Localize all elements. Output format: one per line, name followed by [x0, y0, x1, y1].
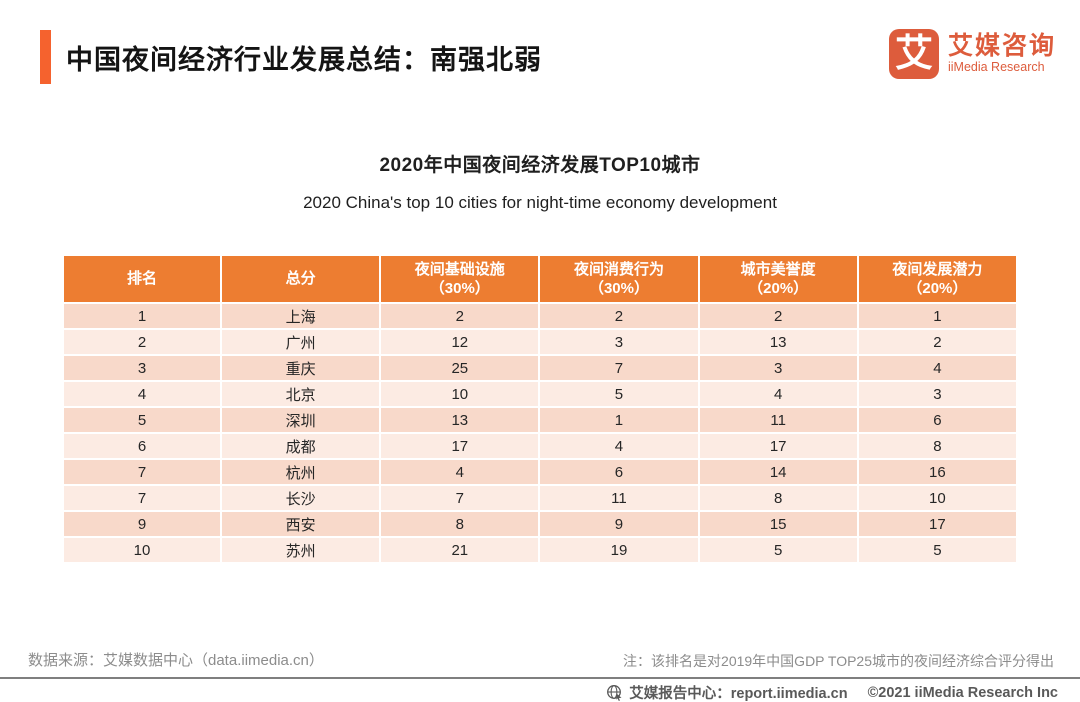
table-cell: 10 [381, 382, 539, 406]
table-cell: 12 [381, 330, 539, 354]
table-cell: 16 [858, 460, 1016, 484]
table-cell: 13 [381, 408, 539, 432]
table-row: 6 成都 17 4 17 8 [64, 434, 1016, 458]
column-header: 夜间发展潜力 （20%） [858, 256, 1016, 302]
table-cell: 5 [858, 538, 1016, 562]
table-cell: 1 [540, 408, 698, 432]
table-cell: 17 [858, 512, 1016, 536]
table-row: 9 西安 8 9 15 17 [64, 512, 1016, 536]
table-cell: 苏州 [222, 538, 380, 562]
table-cell: 17 [381, 434, 539, 458]
table-row: 7 长沙 7 11 8 10 [64, 486, 1016, 510]
table-cell: 3 [64, 356, 220, 380]
table-row: 1 上海 2 2 2 1 [64, 304, 1016, 328]
table-row: 5 深圳 13 1 11 6 [64, 408, 1016, 432]
table-cell: 3 [858, 382, 1016, 406]
globe-icon [606, 684, 623, 701]
table-row: 7 杭州 4 6 14 16 [64, 460, 1016, 484]
table-cell: 10 [64, 538, 220, 562]
table-cell: 重庆 [222, 356, 380, 380]
ranking-method-note: 注：该排名是对2019年中国GDP TOP25城市的夜间经济综合评分得出 [623, 653, 1054, 669]
table-cell: 11 [540, 486, 698, 510]
table-cell: 17 [699, 434, 857, 458]
copyright-text: ©2021 iiMedia Research Inc [867, 684, 1058, 701]
table-cell: 15 [699, 512, 857, 536]
table-cell: 4 [381, 460, 539, 484]
ranking-table: 排名 总分 夜间基础设施 （30%） 夜间消费行为 （30%） 城市美誉度 （20%） 夜间发展… [62, 254, 1018, 564]
table-cell: 6 [858, 408, 1016, 432]
slide-header: 中国夜间经济行业发展总结：南强北弱 [40, 30, 542, 84]
logo-text: 艾媒咨询 iiMedia Research [947, 31, 1056, 76]
iimedia-logo-icon: 艾 [888, 29, 939, 79]
table-cell: 7 [64, 486, 220, 510]
table-cell: 长沙 [222, 486, 380, 510]
footer-divider [0, 677, 1080, 679]
table-row: 10 苏州 21 19 5 5 [64, 538, 1016, 562]
table-row: 3 重庆 25 7 3 4 [64, 356, 1016, 380]
table-cell: 6 [540, 460, 698, 484]
table-cell: 5 [699, 538, 857, 562]
table-cell: 19 [540, 538, 698, 562]
table-cell: 4 [64, 382, 220, 406]
iimedia-logo: 艾 艾媒咨询 iiMedia Research [888, 29, 1056, 79]
column-header: 夜间消费行为 （30%） [540, 256, 698, 302]
table-cell: 4 [699, 382, 857, 406]
report-center-text: 艾媒报告中心：report.iimedia.cn [629, 686, 848, 702]
table-cell: 2 [858, 330, 1016, 354]
table-cell: 6 [64, 434, 220, 458]
table-cell: 北京 [222, 382, 380, 406]
table-cell: 1 [64, 304, 220, 328]
table-cell: 7 [540, 356, 698, 380]
table-cell: 4 [540, 434, 698, 458]
table-cell: 25 [381, 356, 539, 380]
column-header: 城市美誉度 （20%） [699, 256, 857, 302]
table-cell: 3 [699, 356, 857, 380]
column-header: 排名 [64, 256, 220, 302]
bottom-bar: 艾媒报告中心：report.iimedia.cn ©2021 iiMedia R… [606, 682, 1058, 702]
table-row: 2 广州 12 3 13 2 [64, 330, 1016, 354]
table-cell: 9 [540, 512, 698, 536]
data-source-note: 数据来源：艾媒数据中心（data.iimedia.cn） [28, 652, 324, 669]
figure-title: 2020年中国夜间经济发展TOP10城市 [379, 155, 701, 176]
column-header: 夜间基础设施 （30%） [381, 256, 539, 302]
table-cell: 杭州 [222, 460, 380, 484]
table-cell: 1 [858, 304, 1016, 328]
table-cell: 11 [699, 408, 857, 432]
table-cell: 深圳 [222, 408, 380, 432]
table-cell: 5 [64, 408, 220, 432]
page-title: 中国夜间经济行业发展总结：南强北弱 [66, 44, 542, 75]
table-cell: 上海 [222, 304, 380, 328]
table-cell: 7 [381, 486, 539, 510]
logo-brand-cn: 艾媒咨询 [947, 31, 1056, 60]
table-cell: 西安 [222, 512, 380, 536]
figure-subtitle: 2020 China's top 10 cities for night-tim… [303, 193, 777, 212]
table-cell: 2 [540, 304, 698, 328]
figure-titles: 2020年中国夜间经济发展TOP10城市 2020 China's top 10… [0, 150, 1080, 213]
table-cell: 广州 [222, 330, 380, 354]
table-cell: 8 [858, 434, 1016, 458]
table-cell: 4 [858, 356, 1016, 380]
table-cell: 2 [381, 304, 539, 328]
table-cell: 8 [381, 512, 539, 536]
table-cell: 成都 [222, 434, 380, 458]
table-body: 1 上海 2 2 2 1 2 广州 12 3 13 2 3 重庆 25 7 3 4 4 北京 10 5 4 3 5 深圳 13 1 11… [64, 304, 1016, 562]
table-header-row: 排名 总分 夜间基础设施 （30%） 夜间消费行为 （30%） 城市美誉度 （20%） 夜间发展… [64, 256, 1016, 302]
table-cell: 3 [540, 330, 698, 354]
table-cell: 9 [64, 512, 220, 536]
table-cell: 10 [858, 486, 1016, 510]
table-row: 4 北京 10 5 4 3 [64, 382, 1016, 406]
table-cell: 2 [64, 330, 220, 354]
table-cell: 7 [64, 460, 220, 484]
column-header: 总分 [222, 256, 380, 302]
table-cell: 8 [699, 486, 857, 510]
table-cell: 21 [381, 538, 539, 562]
title-accent-bar [40, 30, 51, 84]
logo-brand-en: iiMedia Research [947, 60, 1045, 75]
table-cell: 5 [540, 382, 698, 406]
table-cell: 14 [699, 460, 857, 484]
table-cell: 13 [699, 330, 857, 354]
table-cell: 2 [699, 304, 857, 328]
